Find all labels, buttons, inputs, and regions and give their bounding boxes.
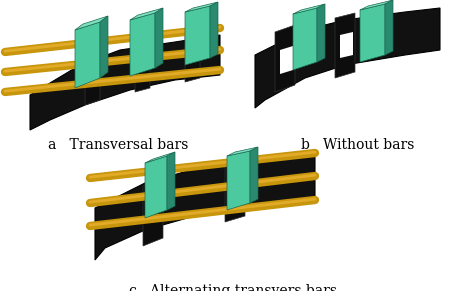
Text: b   Without bars: b Without bars [301, 138, 415, 152]
Polygon shape [143, 178, 163, 246]
Polygon shape [227, 147, 258, 156]
Polygon shape [75, 16, 108, 30]
Polygon shape [30, 35, 220, 130]
Polygon shape [155, 8, 163, 68]
Polygon shape [100, 16, 108, 78]
Polygon shape [85, 44, 100, 105]
Polygon shape [280, 46, 293, 74]
Polygon shape [75, 22, 100, 88]
Polygon shape [227, 151, 250, 210]
Polygon shape [275, 25, 295, 92]
Polygon shape [293, 4, 325, 14]
Polygon shape [317, 4, 325, 62]
Polygon shape [185, 6, 210, 65]
Polygon shape [185, 2, 218, 12]
Polygon shape [145, 156, 167, 218]
Polygon shape [335, 13, 355, 78]
Text: a   Transversal bars: a Transversal bars [48, 138, 188, 152]
Polygon shape [250, 147, 258, 203]
Polygon shape [293, 8, 317, 70]
Polygon shape [360, 0, 393, 10]
Polygon shape [255, 8, 440, 108]
Polygon shape [130, 13, 155, 76]
Polygon shape [145, 152, 175, 163]
Polygon shape [385, 0, 393, 55]
Polygon shape [360, 4, 385, 62]
Polygon shape [185, 25, 200, 82]
Polygon shape [95, 153, 315, 260]
Polygon shape [167, 152, 175, 210]
Text: c   Alternating transvers bars: c Alternating transvers bars [129, 284, 337, 291]
Polygon shape [210, 2, 218, 58]
Polygon shape [130, 8, 163, 20]
Polygon shape [225, 158, 245, 222]
Polygon shape [135, 32, 150, 92]
Polygon shape [340, 32, 353, 58]
